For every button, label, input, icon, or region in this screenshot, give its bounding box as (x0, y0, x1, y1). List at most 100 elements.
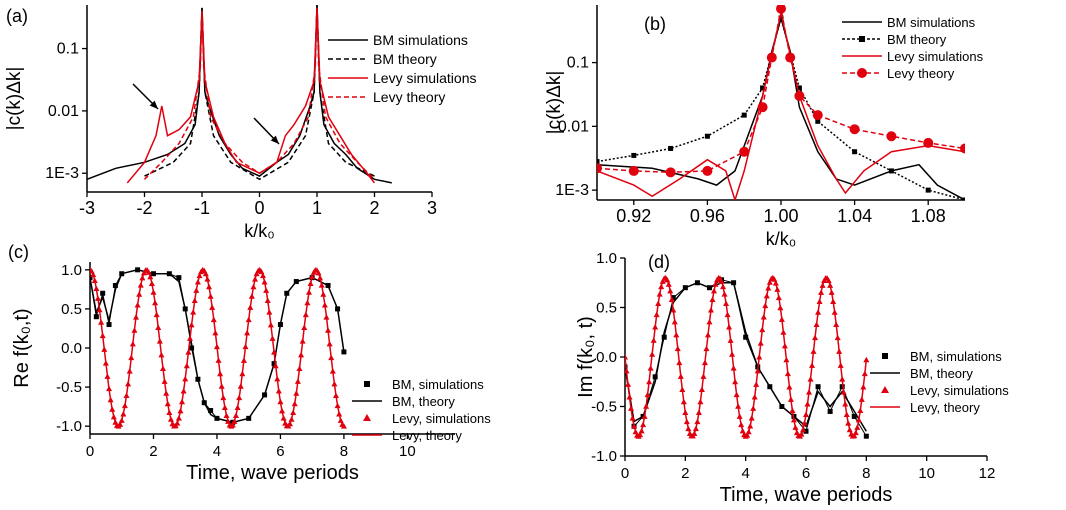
legend-label: Levy, simulations (910, 383, 1009, 398)
x-tick-label: 1.00 (763, 206, 798, 226)
y-tick-label: 0.1 (57, 41, 79, 58)
x-tick-label: -2 (136, 198, 152, 218)
x-tick-label: 0 (254, 198, 264, 218)
annotation-arrows (132, 83, 280, 145)
plot-area (625, 274, 870, 439)
series-point (886, 131, 897, 142)
series-line (625, 281, 867, 432)
x-tick-label: 6 (802, 465, 810, 482)
x-tick-label: 0 (86, 443, 94, 460)
y-axis-title: Re f(k₀,t) (11, 308, 33, 387)
legend-label: Levy theory (887, 66, 955, 81)
arrow-head (149, 100, 158, 109)
series-point (631, 152, 637, 158)
legend-marker (881, 386, 889, 393)
x-tick-label: 8 (862, 465, 870, 482)
series-point (863, 433, 869, 439)
series-point (739, 146, 750, 157)
series-point (760, 85, 766, 91)
series-point (665, 167, 676, 178)
panel-2: 0 2 4 6 8 10 -1.0 -0.5 0.0 0.5 1.0 Time, wave perio… (8, 242, 491, 484)
legend-label: BM simulations (887, 15, 976, 30)
x-tick-label: -3 (79, 198, 95, 218)
series-point (766, 52, 777, 63)
legend-marker (882, 353, 888, 359)
series-point (341, 349, 347, 355)
series-point (90, 275, 93, 281)
legend: BM simulations BM theory Levy simulations L… (328, 32, 477, 105)
legend-label: Levy theory (373, 89, 445, 105)
axes: -3 -2 -1 0 1 2 3 1E-3 0.01 0.1 (45, 5, 437, 218)
x-tick-label: 8 (340, 443, 348, 460)
y-tick-label: -0.5 (591, 399, 617, 416)
panel-0: -3 -2 -1 0 1 2 3 1E-3 0.01 0.1 k/k₀ |c(k)Δk| (a) BM s… (4, 5, 477, 241)
legend: BM simulations BM theory Levy simulations L… (842, 15, 984, 81)
x-tick-label: 0 (621, 465, 629, 482)
panel-label: (b) (644, 14, 666, 34)
y-tick-label: 1E-3 (45, 165, 79, 182)
legend-label: Levy simulations (373, 70, 477, 86)
plot-area (87, 5, 392, 184)
legend-label: Levy simulations (887, 49, 984, 64)
axes: 0.92 0.96 1.00 1.04 1.08 1E-3 0.01 0.1 (555, 5, 965, 226)
x-tick-label: 2 (681, 465, 689, 482)
y-tick-label: -1.0 (591, 448, 617, 465)
series-point (923, 137, 934, 148)
x-tick-label: 1.08 (911, 206, 946, 226)
y-tick-label: 1.0 (596, 250, 617, 267)
series-line (90, 269, 345, 424)
series-point (852, 149, 858, 155)
x-tick-label: 2 (149, 443, 157, 460)
y-tick-label: 0.5 (61, 301, 82, 318)
y-axis-title: Im f(k₀, t) (575, 316, 597, 398)
x-axis-title: Time, wave periods (720, 484, 893, 506)
axes: 0 2 4 6 8 10 -1.0 -0.5 0.0 0.5 1.0 (56, 262, 455, 460)
panel-label: (c) (8, 242, 29, 262)
x-tick-label: 0.92 (616, 206, 651, 226)
series-point (849, 124, 860, 135)
x-axis-title: k/k₀ (766, 229, 796, 249)
y-tick-label: 0.0 (596, 349, 617, 366)
series-point (597, 159, 600, 165)
series-line (126, 7, 376, 184)
series-point (794, 90, 805, 101)
y-axis-title: |c(k)Δk| (4, 67, 25, 131)
y-tick-label: -1.0 (56, 418, 82, 435)
panel-label: (d) (648, 252, 670, 272)
series-line (143, 7, 376, 180)
legend-label: BM, theory (392, 394, 455, 409)
legend-label: Levy, theory (910, 400, 980, 415)
y-tick-label: 0.1 (567, 55, 589, 72)
y-tick-label: 1.0 (61, 262, 82, 279)
legend-label: Levy, simulations (392, 411, 491, 426)
series-point (815, 118, 821, 124)
panel-1: 0.92 0.96 1.00 1.04 1.08 1E-3 0.01 0.1 k/k₀ |c(k)… (544, 5, 984, 249)
legend-label: BM theory (373, 51, 437, 67)
x-tick-label: 10 (399, 443, 416, 460)
y-axis-title: |c(k)Δk| (544, 71, 565, 135)
legend-label: BM simulations (373, 32, 468, 48)
series-line (90, 269, 345, 428)
legend: BM, simulations BM, theory Levy, simulatio… (870, 349, 1009, 415)
legend-label: BM theory (887, 32, 947, 47)
y-tick-label: 0.0 (61, 340, 82, 357)
series-point (776, 5, 786, 14)
series-point (597, 163, 602, 174)
x-tick-label: 4 (213, 443, 221, 460)
x-tick-label: 12 (979, 465, 996, 482)
plot-area (90, 266, 347, 429)
legend-marker (363, 414, 371, 421)
series-point (962, 197, 965, 200)
arrow-head (270, 135, 279, 144)
axes: 0 2 4 6 8 10 12 -1.0 -0.5 0.0 0.5 1.0 (591, 250, 995, 482)
panel-label: (a) (6, 6, 28, 26)
series-line (144, 5, 375, 181)
y-tick-label: -0.5 (56, 379, 82, 396)
series-point (668, 145, 674, 151)
series-point (757, 102, 768, 113)
legend: BM, simulations BM, theory Levy, simulatio… (352, 377, 491, 443)
legend-marker (364, 381, 370, 387)
x-tick-label: 10 (918, 465, 935, 482)
series-point (888, 168, 894, 174)
